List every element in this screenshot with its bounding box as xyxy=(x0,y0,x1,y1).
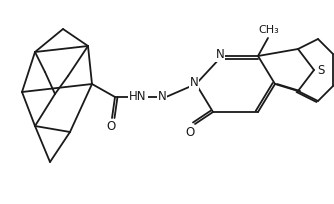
Text: O: O xyxy=(185,125,195,139)
Text: CH₃: CH₃ xyxy=(259,25,279,35)
Text: S: S xyxy=(317,63,325,76)
Text: N: N xyxy=(158,91,166,103)
Text: N: N xyxy=(216,49,224,61)
Text: N: N xyxy=(190,76,198,90)
Text: O: O xyxy=(106,120,116,133)
Text: HN: HN xyxy=(129,91,147,103)
